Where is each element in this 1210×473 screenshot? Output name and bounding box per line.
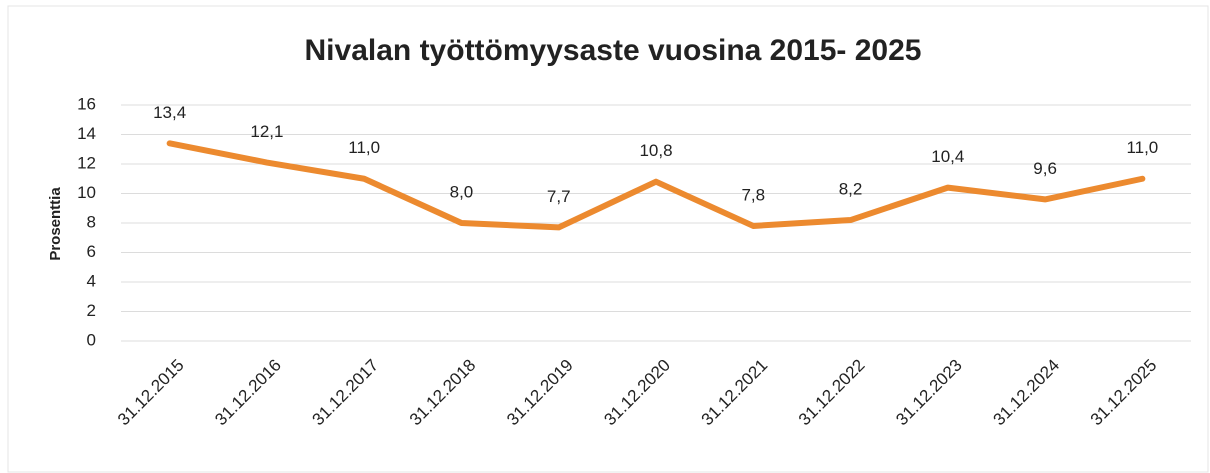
data-label: 8,2 — [839, 180, 863, 199]
y-tick-label: 6 — [87, 242, 96, 261]
data-label: 13,4 — [153, 103, 186, 122]
data-line — [166, 140, 1146, 231]
x-tick-label: 31.12.2019 — [503, 356, 577, 430]
data-label: 11,0 — [1126, 138, 1158, 157]
y-tick-label: 14 — [77, 124, 96, 143]
data-label: 7,8 — [741, 185, 765, 204]
x-tick-label: 31.12.2022 — [795, 356, 869, 430]
chart-title: Nivalan työttömyysaste vuosina 2015- 202… — [305, 34, 922, 67]
y-tick-label: 4 — [87, 271, 96, 290]
y-tick-label: 10 — [77, 183, 96, 202]
x-tick-label: 31.12.2024 — [989, 356, 1063, 430]
x-tick-label: 31.12.2025 — [1087, 356, 1161, 430]
data-label: 7,7 — [547, 187, 571, 206]
data-label: 9,6 — [1033, 159, 1057, 178]
y-tick-label: 0 — [87, 330, 96, 349]
data-label: 11,0 — [348, 138, 380, 157]
x-tick-label: 31.12.2018 — [406, 356, 480, 430]
data-label: 10,8 — [639, 141, 672, 160]
x-tick-label: 31.12.2021 — [698, 356, 772, 430]
chart-frame — [7, 5, 1209, 473]
y-tick-label: 12 — [77, 153, 96, 172]
y-tick-label: 16 — [77, 94, 96, 113]
y-axis-label: Prosenttia — [47, 187, 64, 261]
data-label: 8,0 — [450, 182, 474, 201]
data-label: 12,1 — [250, 122, 283, 141]
x-tick-label: 31.12.2015 — [114, 356, 188, 430]
data-label: 10,4 — [931, 147, 964, 166]
x-tick-label: 31.12.2017 — [309, 356, 383, 430]
x-tick-label: 31.12.2016 — [211, 356, 285, 430]
x-tick-label: 31.12.2020 — [600, 356, 674, 430]
y-tick-label: 2 — [87, 301, 96, 320]
y-tick-label: 8 — [87, 212, 96, 231]
x-tick-label: 31.12.2023 — [892, 356, 966, 430]
